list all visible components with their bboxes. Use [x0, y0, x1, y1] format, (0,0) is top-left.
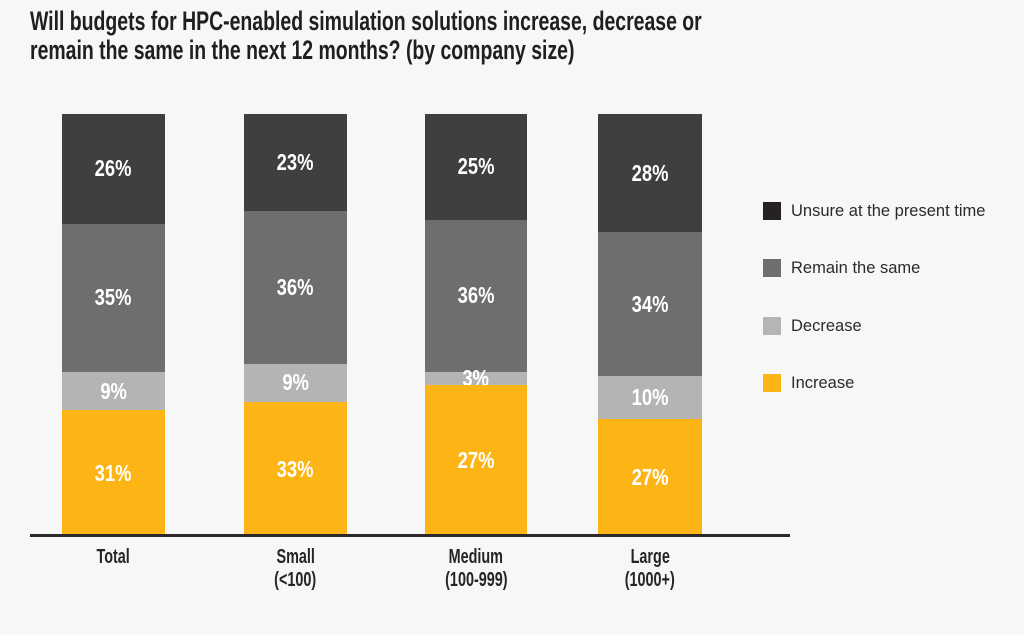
- segment-value-label: 34%: [631, 290, 669, 317]
- bar-segment: 25%: [425, 114, 527, 220]
- segment-value-label: 23%: [277, 149, 314, 176]
- x-axis-label-line: (100-999): [444, 569, 508, 591]
- stacked-bar: 26% 35% 9% 31%: [62, 114, 165, 537]
- segment-value-label: 35%: [95, 284, 132, 311]
- x-axis-label-line: (1000+): [624, 569, 676, 591]
- x-axis-label: Total: [24, 546, 204, 569]
- segment-value-label: 3%: [462, 364, 490, 391]
- legend: Unsure at the present time Remain the sam…: [763, 202, 1013, 402]
- stacked-bar: 28% 34% 10% 27%: [598, 114, 702, 537]
- segment-value-label: 36%: [277, 273, 314, 300]
- segment-value-label: 36%: [457, 282, 495, 309]
- x-axis-label-line: Medium: [448, 546, 504, 568]
- chart-title: Will budgets for HPC-enabled simulation …: [30, 7, 963, 65]
- bar-segment: 31%: [62, 410, 165, 537]
- segment-value-label: 9%: [100, 377, 127, 404]
- bar-segment: 33%: [244, 401, 347, 537]
- legend-label: Increase: [791, 373, 855, 392]
- x-axis-label: Medium (100-999): [386, 546, 566, 592]
- bar-segment: 36%: [244, 211, 347, 364]
- x-axis-label: Large (1000+): [560, 546, 740, 592]
- bar-segment: 23%: [244, 114, 347, 212]
- bar-segment: 3%: [425, 366, 527, 389]
- x-axis-label-line: Total: [96, 546, 131, 568]
- segment-value-label: 27%: [631, 464, 669, 491]
- legend-color-swatch: [763, 374, 781, 392]
- x-axis-label-line: Small: [276, 546, 315, 568]
- legend-label: Unsure at the present time: [791, 201, 986, 220]
- bar-segment: 10%: [598, 376, 702, 419]
- segment-value-label: 25%: [457, 153, 495, 180]
- chart-title-line1: Will budgets for HPC-enabled simulation …: [30, 6, 702, 36]
- segment-value-label: 10%: [631, 383, 669, 410]
- legend-item: Increase: [763, 374, 854, 392]
- bar-segment: 9%: [62, 372, 165, 411]
- legend-item: Remain the same: [763, 259, 920, 277]
- bar-segment: 28%: [598, 114, 702, 233]
- stacked-bar: 25% 36% 3% 27%: [425, 114, 527, 537]
- bar-segment: 27%: [425, 384, 527, 537]
- bar-segment: 34%: [598, 232, 702, 377]
- x-axis-label: Small (<100): [206, 546, 386, 592]
- bar-segment: 27%: [598, 418, 702, 537]
- bar-segment: 36%: [425, 219, 527, 373]
- bar-segment: 26%: [62, 114, 165, 224]
- legend-label: Remain the same: [791, 258, 921, 277]
- legend-color-swatch: [763, 259, 781, 277]
- segment-value-label: 27%: [457, 447, 495, 474]
- segment-value-label: 28%: [631, 159, 669, 186]
- x-axis-label-line: Large: [630, 546, 670, 568]
- x-axis-label-line: (<100): [274, 569, 317, 591]
- segment-value-label: 9%: [282, 369, 309, 396]
- bar-segment: 9%: [244, 363, 347, 402]
- segment-value-label: 26%: [95, 155, 132, 182]
- legend-color-swatch: [763, 202, 781, 220]
- bar-segment: 35%: [62, 223, 165, 373]
- segment-value-label: 31%: [95, 460, 132, 487]
- segment-value-label: 33%: [277, 455, 314, 482]
- chart-title-line2: remain the same in the next 12 months? (…: [30, 35, 575, 65]
- legend-item: Decrease: [763, 317, 862, 335]
- legend-color-swatch: [763, 317, 781, 335]
- x-axis-line: [30, 534, 790, 537]
- legend-item: Unsure at the present time: [763, 202, 985, 220]
- stacked-bar: 23% 36% 9% 33%: [244, 114, 347, 537]
- legend-label: Decrease: [791, 316, 862, 335]
